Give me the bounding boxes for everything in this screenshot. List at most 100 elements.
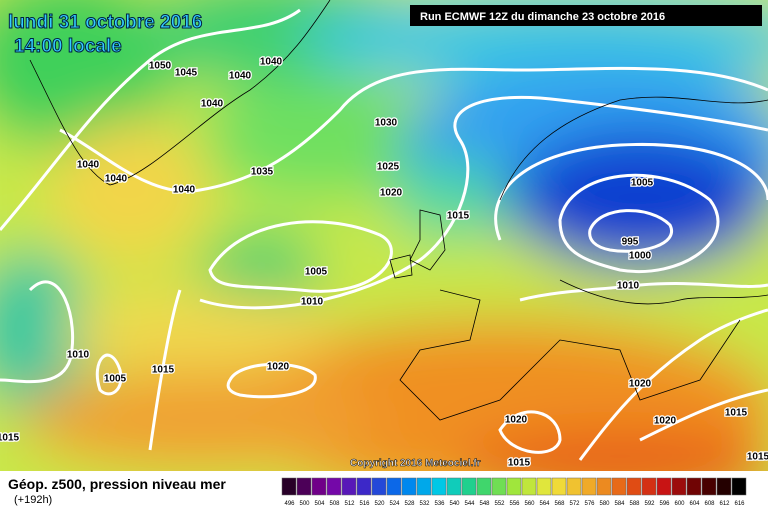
color-scale: 496 500 504 508 512 516 520 524 528 532 536 540 544 5… (281, 477, 747, 507)
isobar (578, 308, 768, 461)
run-info: Run ECMWF 12Z du dimanche 23 octobre 201… (420, 11, 665, 23)
scale-swatch (701, 477, 717, 496)
scale-swatch (596, 477, 612, 496)
isobar-label: 1015 (0, 433, 20, 444)
scale-swatch (506, 477, 522, 496)
scale-swatch (626, 477, 642, 496)
scale-label: 588 (629, 501, 640, 507)
scale-label: 552 (494, 501, 505, 507)
scale-swatch (386, 477, 402, 496)
isobar-label: 1000 (629, 251, 652, 262)
isobar-label: 1040 (77, 160, 100, 171)
isobar-label: 1020 (505, 415, 528, 426)
run-box (410, 5, 762, 26)
scale-label: 580 (599, 501, 610, 507)
isobar-label: 1050 (149, 61, 172, 72)
scale-swatch (731, 477, 747, 496)
coastline (559, 279, 768, 305)
isobar (0, 280, 75, 384)
scale-label: 508 (329, 501, 340, 507)
field-yellow (50, 120, 210, 260)
field-yellow (60, 290, 340, 370)
scale-swatch (671, 477, 687, 496)
isobar-label: 1020 (629, 379, 652, 390)
scale-label: 604 (689, 501, 700, 507)
field-orange (20, 370, 380, 470)
scale-label: 568 (554, 501, 565, 507)
isobar (558, 173, 720, 273)
isobar-label: 1010 (617, 281, 640, 292)
scale-label: 540 (449, 501, 460, 507)
isobar (588, 209, 674, 253)
isobar-label: 1020 (654, 416, 677, 427)
isobar (498, 410, 562, 454)
scale-label: 612 (719, 501, 730, 507)
scale-label: 548 (479, 501, 490, 507)
scale-swatch (296, 477, 312, 496)
isobar-label: 1015 (152, 365, 175, 376)
scale-swatch (611, 477, 627, 496)
scale-label: 544 (464, 501, 475, 507)
isobar-label: 1005 (104, 374, 127, 385)
scale-swatch (371, 477, 387, 496)
scale-swatch (521, 477, 537, 496)
scale-label: 564 (539, 501, 550, 507)
scale-label: 556 (509, 501, 520, 507)
scale-swatch (551, 477, 567, 496)
scale-swatch (446, 477, 462, 496)
date-title: lundi 31 octobre 2016 (8, 12, 202, 33)
isobar (148, 289, 182, 451)
scale-label: 592 (644, 501, 655, 507)
isobar (226, 362, 317, 399)
scale-label: 616 (734, 501, 745, 507)
scale-label: 576 (584, 501, 595, 507)
scale-swatch (356, 477, 372, 496)
isobar-label: 1040 (229, 71, 252, 82)
isobar (199, 95, 768, 310)
scale-swatch (656, 477, 672, 496)
scale-swatch (401, 477, 417, 496)
scale-swatch (416, 477, 432, 496)
scale-swatch (461, 477, 477, 496)
scale-swatch (281, 477, 297, 496)
isobar-label: 1020 (380, 188, 403, 199)
coastline (29, 0, 331, 186)
isobar-label: 1035 (251, 167, 274, 178)
scale-swatch (341, 477, 357, 496)
scale-swatch (716, 477, 732, 496)
scale-swatch (566, 477, 582, 496)
isobar-label: 1005 (631, 178, 654, 189)
field-teal (0, 250, 90, 410)
isobar-label: 1015 (725, 408, 748, 419)
scale-label: 532 (419, 501, 430, 507)
coastline (389, 254, 413, 279)
field-deep-blue (510, 130, 768, 270)
scale-label: 536 (434, 501, 445, 507)
isobar-label: 1045 (175, 68, 198, 79)
isobar (639, 388, 768, 442)
scale-swatch (581, 477, 597, 496)
time-title: 14:00 locale (14, 36, 122, 57)
scale-label: 504 (314, 501, 325, 507)
scale-label: 596 (659, 501, 670, 507)
scale-label: 516 (359, 501, 370, 507)
scale-label: 528 (404, 501, 415, 507)
scale-swatch (491, 477, 507, 496)
isobar-label: 1015 (447, 211, 470, 222)
scale-swatch (476, 477, 492, 496)
coastline (399, 289, 741, 421)
copyright: Copyright 2016 Meteociel.fr (350, 458, 481, 469)
isobar-label: 1010 (301, 297, 324, 308)
isobar-label: 1040 (260, 57, 283, 68)
isobar-label: 1015 (747, 452, 768, 463)
scale-swatch (311, 477, 327, 496)
isobar (0, 8, 301, 231)
isobar-label: 1020 (267, 362, 290, 373)
isobar-label: 1005 (305, 267, 328, 278)
coastline (499, 96, 768, 201)
scale-label: 560 (524, 501, 535, 507)
field-green (0, 0, 180, 150)
